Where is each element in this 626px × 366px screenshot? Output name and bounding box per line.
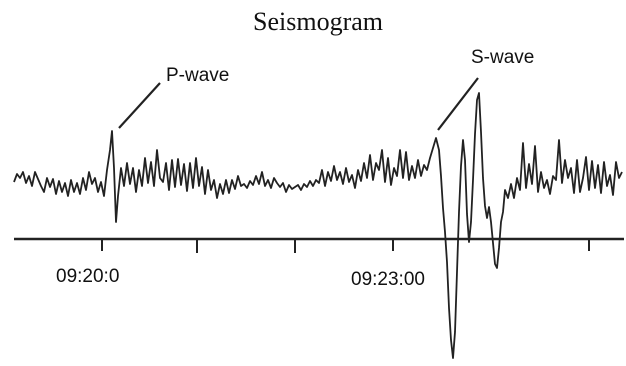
- figure-title: Seismogram: [253, 7, 383, 36]
- s-wave-label: S-wave: [471, 47, 534, 68]
- p-wave-pointer: [118, 82, 161, 129]
- time-label-09-23: 09:23:00: [351, 269, 425, 290]
- seismic-trace: [13, 92, 623, 359]
- s-wave-pointer: [437, 77, 479, 131]
- time-label-09-20: 09:20:0: [56, 266, 119, 287]
- p-wave-label: P-wave: [166, 65, 229, 86]
